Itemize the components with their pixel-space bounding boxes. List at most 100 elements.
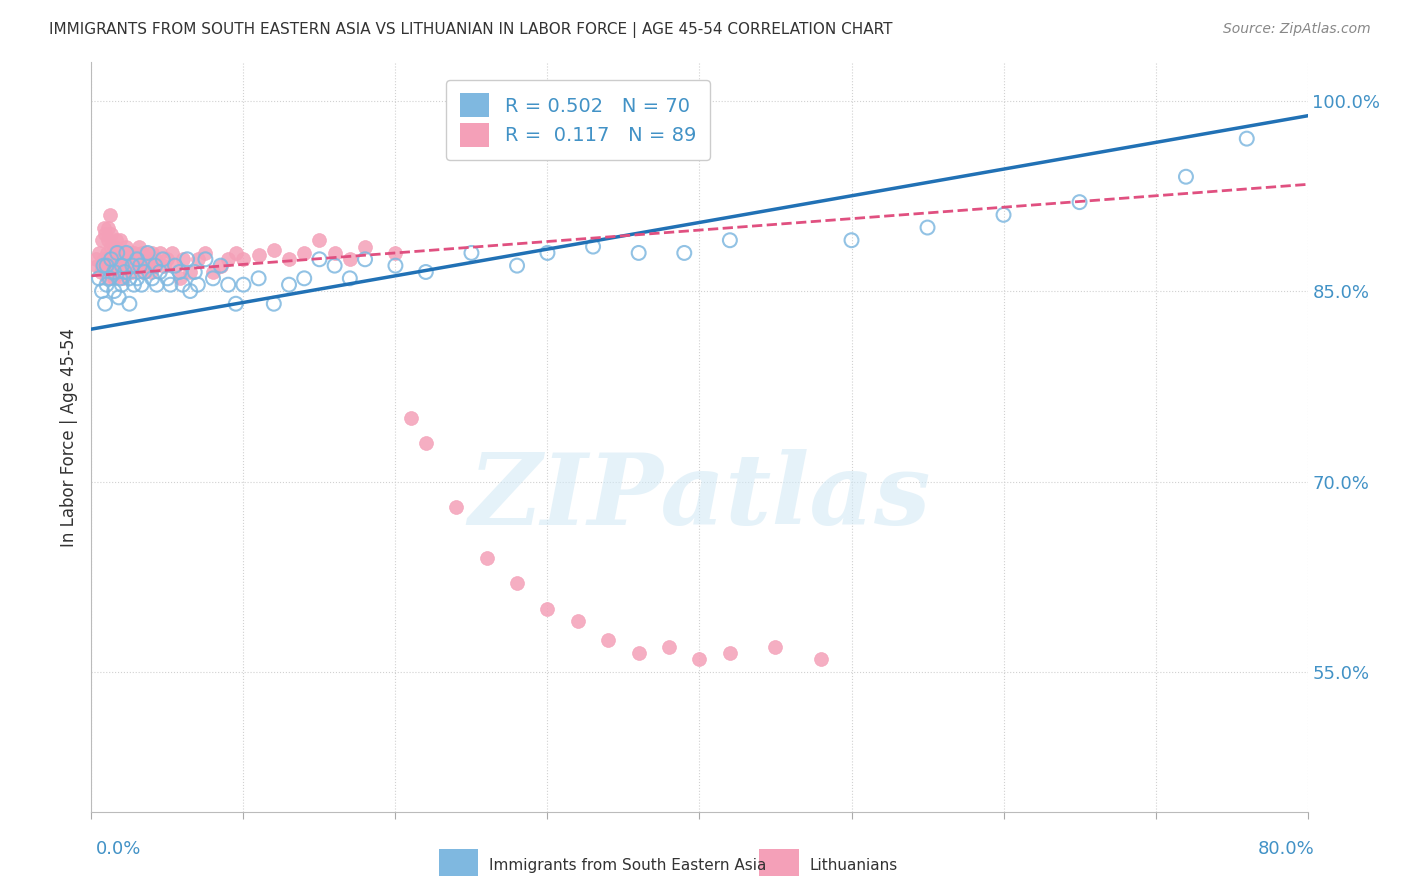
Point bbox=[87, 271, 110, 285]
Point bbox=[673, 246, 696, 260]
Point bbox=[132, 265, 155, 279]
Point bbox=[225, 297, 247, 311]
Point bbox=[138, 252, 160, 267]
Point bbox=[103, 239, 125, 253]
Point bbox=[415, 436, 437, 450]
Point bbox=[247, 248, 270, 262]
Point bbox=[209, 259, 232, 273]
Point bbox=[101, 265, 124, 279]
Point bbox=[98, 252, 121, 267]
Point bbox=[278, 277, 301, 292]
Point bbox=[163, 259, 186, 273]
Point bbox=[232, 252, 254, 267]
Point bbox=[159, 277, 181, 292]
Point bbox=[111, 277, 134, 292]
Point bbox=[354, 239, 377, 253]
Point bbox=[536, 601, 558, 615]
Point bbox=[1069, 195, 1091, 210]
Point bbox=[89, 265, 111, 279]
Point bbox=[160, 246, 183, 260]
Point bbox=[323, 246, 346, 260]
Point bbox=[122, 277, 145, 292]
Point bbox=[91, 284, 114, 298]
Point bbox=[93, 220, 115, 235]
Point bbox=[94, 227, 117, 241]
Point bbox=[339, 271, 361, 285]
Point bbox=[202, 265, 225, 279]
Point bbox=[104, 259, 127, 273]
Point bbox=[103, 265, 125, 279]
Point bbox=[122, 246, 145, 260]
Text: ZIPatlas: ZIPatlas bbox=[468, 449, 931, 545]
Point bbox=[194, 252, 217, 267]
Point bbox=[100, 239, 122, 253]
Point bbox=[105, 246, 128, 260]
Point bbox=[97, 233, 120, 247]
Point bbox=[187, 277, 209, 292]
Point bbox=[172, 252, 194, 267]
Point bbox=[94, 297, 117, 311]
Text: Source: ZipAtlas.com: Source: ZipAtlas.com bbox=[1223, 22, 1371, 37]
Point bbox=[145, 277, 167, 292]
Bar bbox=[439, 849, 478, 876]
Point bbox=[111, 246, 134, 260]
Legend: R = 0.502   N = 70, R =  0.117   N = 89: R = 0.502 N = 70, R = 0.117 N = 89 bbox=[446, 79, 710, 161]
Point bbox=[149, 265, 172, 279]
Point bbox=[475, 550, 498, 565]
Point bbox=[187, 252, 209, 267]
Point bbox=[135, 246, 157, 260]
Point bbox=[111, 259, 134, 273]
Point bbox=[118, 297, 141, 311]
Point bbox=[100, 227, 122, 241]
Point bbox=[149, 246, 172, 260]
Point bbox=[263, 297, 285, 311]
Point bbox=[627, 246, 650, 260]
Point bbox=[582, 239, 605, 253]
Point bbox=[96, 259, 118, 273]
Point bbox=[103, 284, 125, 298]
Point bbox=[141, 271, 163, 285]
Point bbox=[308, 252, 330, 267]
Point bbox=[841, 233, 863, 247]
Point bbox=[292, 246, 315, 260]
Point bbox=[217, 277, 239, 292]
Point bbox=[163, 259, 186, 273]
Point bbox=[115, 246, 138, 260]
Point bbox=[209, 259, 232, 273]
Point bbox=[101, 252, 124, 267]
Point bbox=[156, 271, 179, 285]
Point bbox=[202, 271, 225, 285]
Point bbox=[114, 252, 136, 267]
Point bbox=[506, 576, 529, 591]
Point bbox=[765, 640, 787, 654]
Point bbox=[460, 246, 482, 260]
Point bbox=[179, 265, 201, 279]
Point bbox=[567, 614, 589, 628]
Point bbox=[384, 259, 406, 273]
Point bbox=[142, 259, 165, 273]
Point bbox=[128, 239, 150, 253]
Point bbox=[125, 252, 148, 267]
Point bbox=[143, 259, 166, 273]
Point bbox=[96, 277, 118, 292]
Point bbox=[169, 271, 191, 285]
Point bbox=[225, 246, 247, 260]
Point bbox=[98, 271, 121, 285]
Point bbox=[107, 290, 129, 304]
Point bbox=[688, 652, 710, 666]
Point bbox=[124, 259, 146, 273]
Point bbox=[105, 246, 128, 260]
Point bbox=[98, 208, 121, 222]
Point bbox=[91, 233, 114, 247]
Point bbox=[217, 252, 239, 267]
Point bbox=[104, 233, 127, 247]
Point bbox=[97, 220, 120, 235]
Point bbox=[354, 252, 377, 267]
Point bbox=[536, 246, 558, 260]
Point bbox=[96, 246, 118, 260]
Point bbox=[263, 244, 285, 258]
Text: IMMIGRANTS FROM SOUTH EASTERN ASIA VS LITHUANIAN IN LABOR FORCE | AGE 45-54 CORR: IMMIGRANTS FROM SOUTH EASTERN ASIA VS LI… bbox=[49, 22, 893, 38]
Text: Immigrants from South Eastern Asia: Immigrants from South Eastern Asia bbox=[489, 858, 766, 872]
Point bbox=[176, 252, 198, 267]
Point bbox=[93, 259, 115, 273]
